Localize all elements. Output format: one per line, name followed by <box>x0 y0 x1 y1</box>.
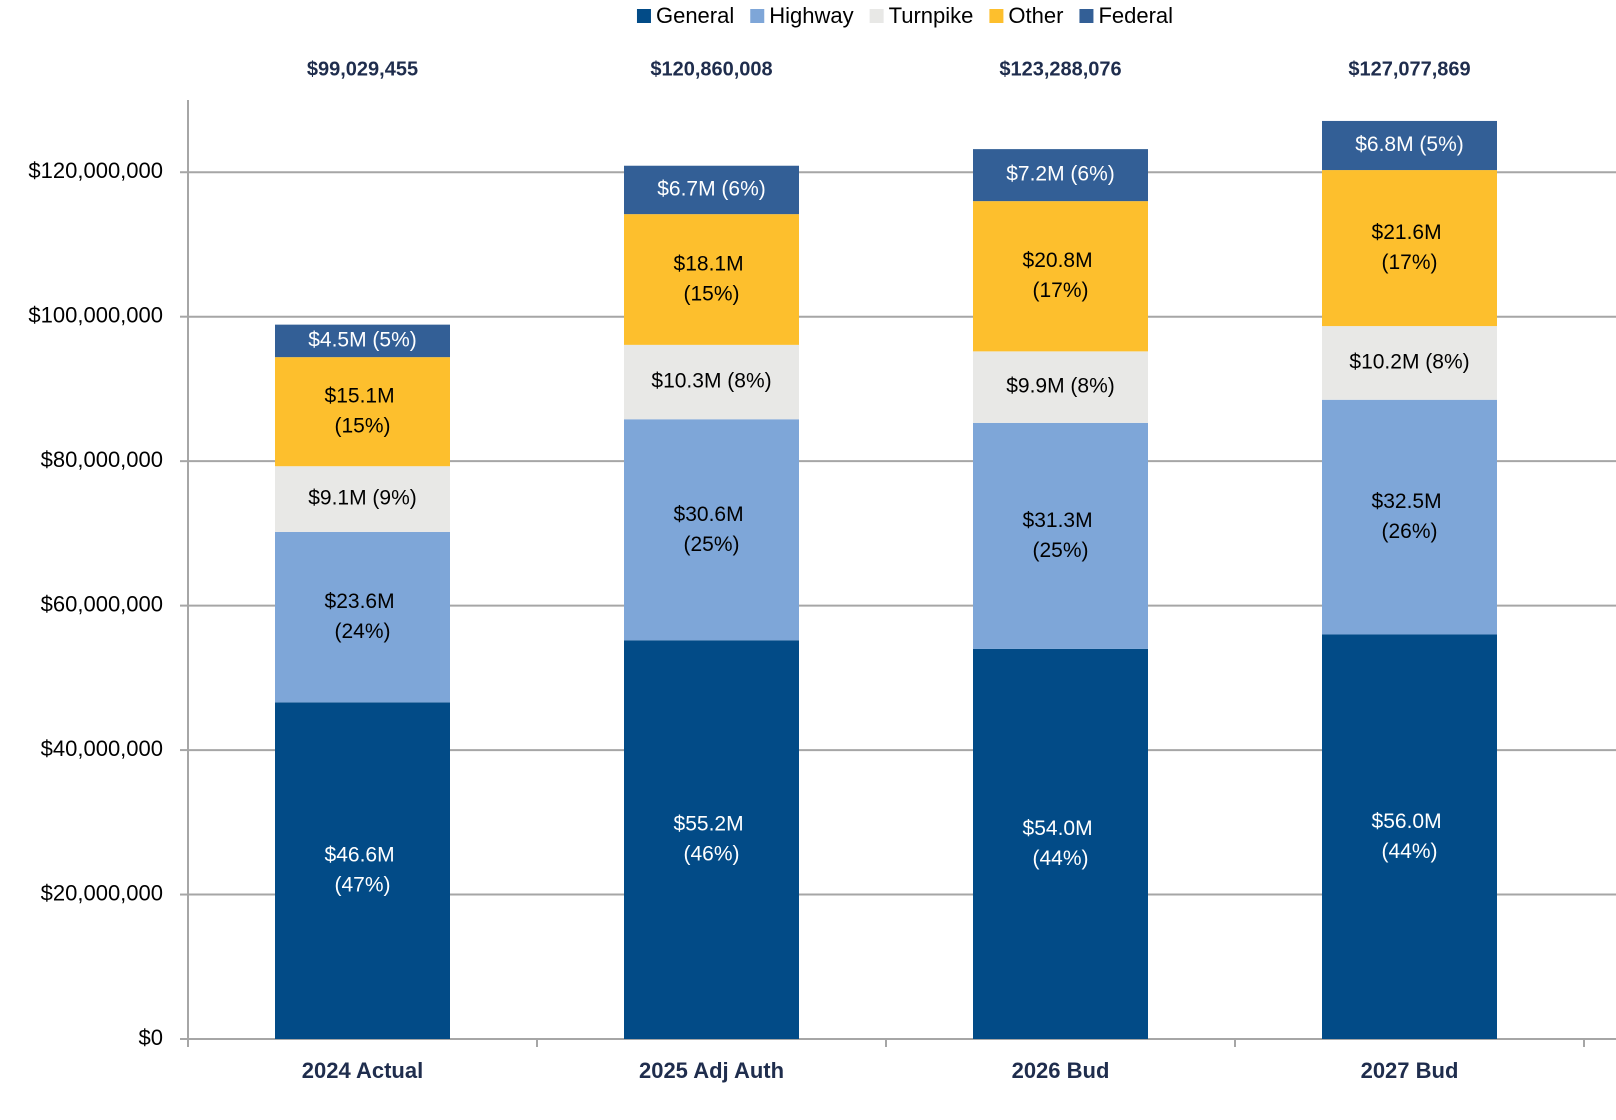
data-label: $18.1M (15%) <box>674 252 750 305</box>
data-label-line: $30.6M <box>674 502 750 525</box>
data-label-line: $55.2M <box>674 812 750 835</box>
data-label: $15.1M (15%) <box>325 384 401 437</box>
bar-segment <box>1322 120 1497 171</box>
bar-segment <box>624 165 799 215</box>
data-label: $46.6M (47%) <box>325 843 401 896</box>
y-tick-label: $40,000,000 <box>41 736 163 761</box>
data-label-line: (25%) <box>683 532 739 555</box>
bar-segment <box>1322 170 1497 327</box>
data-label-line: (46%) <box>683 842 739 865</box>
y-tick-label: $80,000,000 <box>41 447 163 472</box>
data-label: $21.6M (17%) <box>1372 221 1448 274</box>
total-label: $127,077,869 <box>1348 58 1470 80</box>
bar-segment <box>1322 634 1497 1039</box>
legend-swatch <box>750 9 765 23</box>
data-label-line: (47%) <box>334 873 390 896</box>
y-tick-label: $20,000,000 <box>41 880 163 905</box>
bar-segment <box>973 422 1148 649</box>
data-label: $10.2M (8%) <box>1349 350 1469 373</box>
legend-label: General <box>656 3 734 28</box>
data-label: $10.3M (8%) <box>651 370 771 393</box>
data-label: $6.8M (5%) <box>1355 133 1464 156</box>
data-label-line: $21.6M <box>1372 221 1448 244</box>
data-label-line: (17%) <box>1032 279 1088 302</box>
data-label: $9.9M (8%) <box>1006 375 1115 398</box>
data-label-line: (26%) <box>1381 520 1437 543</box>
data-label-line: (24%) <box>334 620 390 643</box>
data-label-line: $32.5M <box>1372 490 1448 513</box>
legend-label: Turnpike <box>889 3 974 28</box>
bar-segment <box>973 351 1148 423</box>
bar-segment <box>624 344 799 420</box>
legend-swatch <box>869 9 884 23</box>
data-label-line: $23.6M <box>325 590 401 613</box>
legend-swatch <box>636 9 651 23</box>
data-label: $31.3M (25%) <box>1023 508 1099 561</box>
bar-segment <box>973 201 1148 352</box>
data-label: $23.6M (24%) <box>325 590 401 643</box>
data-label: $4.5M (5%) <box>308 328 417 351</box>
x-tick-label: 2024 Actual <box>302 1058 423 1083</box>
legend-swatch <box>1079 9 1094 23</box>
bar-segment <box>973 648 1148 1039</box>
data-label-line: $56.0M <box>1372 809 1448 832</box>
data-label: $30.6M (25%) <box>674 502 750 555</box>
bar-segment <box>973 149 1148 202</box>
legend-swatch <box>989 9 1004 23</box>
bar-segment <box>624 214 799 345</box>
legend-label: Federal <box>1098 3 1173 28</box>
bar-segment <box>275 357 450 467</box>
data-label-line: (15%) <box>683 282 739 305</box>
y-tick-label: $0 <box>139 1025 163 1050</box>
legend-label: Highway <box>769 3 853 28</box>
x-tick-label: 2026 Bud <box>1012 1058 1110 1083</box>
legend: General Highway Turnpike Other Federal <box>636 3 1173 28</box>
x-tick-label: 2025 Adj Auth <box>639 1058 784 1083</box>
data-label: $20.8M (17%) <box>1023 249 1099 302</box>
data-label: $54.0M (44%) <box>1023 817 1099 870</box>
data-label: $32.5M (26%) <box>1372 490 1448 543</box>
y-tick-label: $120,000,000 <box>28 158 163 183</box>
total-label: $120,860,008 <box>650 58 772 80</box>
bar-segment <box>275 324 450 358</box>
bar-segment <box>275 466 450 532</box>
data-label-line: $18.1M <box>674 252 750 275</box>
legend-label: Other <box>1008 3 1063 28</box>
total-label: $99,029,455 <box>307 58 418 80</box>
bar-segment <box>1322 399 1497 635</box>
data-label-line: (25%) <box>1032 538 1088 561</box>
data-label: $9.1M (9%) <box>308 487 417 510</box>
data-label: $56.0M (44%) <box>1372 809 1448 862</box>
data-label-line: $46.6M <box>325 843 401 866</box>
x-tick-label: 2027 Bud <box>1361 1058 1459 1083</box>
bar-segment <box>275 702 450 1039</box>
data-label-line: $31.3M <box>1023 508 1099 531</box>
data-label-line: (17%) <box>1381 251 1437 274</box>
y-tick-label: $100,000,000 <box>28 303 163 328</box>
data-label-line: $15.1M <box>325 384 401 407</box>
bar-segment <box>624 419 799 641</box>
data-label: $7.2M (6%) <box>1006 163 1115 186</box>
total-label: $123,288,076 <box>999 58 1121 80</box>
data-label-line: $20.8M <box>1023 249 1099 272</box>
bar-segment <box>624 640 799 1039</box>
data-label-line: (44%) <box>1381 839 1437 862</box>
y-tick-label: $60,000,000 <box>41 591 163 616</box>
data-label-line: (15%) <box>334 414 390 437</box>
data-label-line: (44%) <box>1032 847 1088 870</box>
data-label-line: $54.0M <box>1023 817 1099 840</box>
data-label: $6.7M (6%) <box>657 177 766 200</box>
bar-segment <box>1322 326 1497 400</box>
bar-segment <box>275 531 450 703</box>
data-label: $55.2M (46%) <box>674 812 750 865</box>
